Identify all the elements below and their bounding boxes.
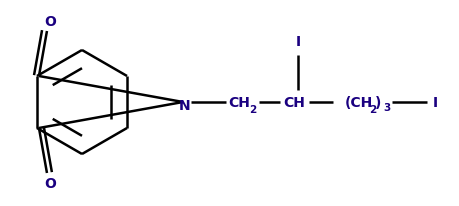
- Text: N: N: [179, 98, 191, 112]
- Text: ): ): [375, 96, 381, 109]
- Text: (CH: (CH: [345, 96, 373, 109]
- Text: I: I: [296, 35, 301, 49]
- Text: O: O: [44, 15, 56, 29]
- Text: CH: CH: [228, 96, 250, 109]
- Text: 3: 3: [383, 103, 390, 112]
- Text: O: O: [44, 176, 56, 190]
- Text: I: I: [432, 96, 437, 109]
- Text: 2: 2: [369, 104, 376, 115]
- Text: CH: CH: [283, 96, 305, 109]
- Text: 2: 2: [249, 104, 257, 115]
